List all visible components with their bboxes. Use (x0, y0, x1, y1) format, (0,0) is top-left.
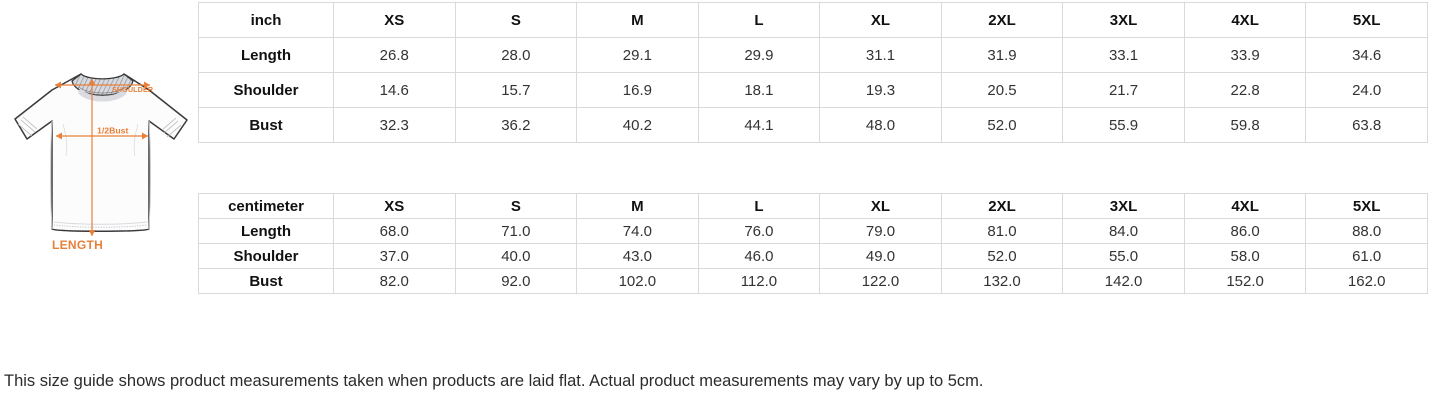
svg-text:LENGTH: LENGTH (52, 238, 103, 252)
svg-text:1/2Bust: 1/2Bust (97, 126, 128, 136)
svg-text:SHOULDER: SHOULDER (112, 85, 154, 94)
